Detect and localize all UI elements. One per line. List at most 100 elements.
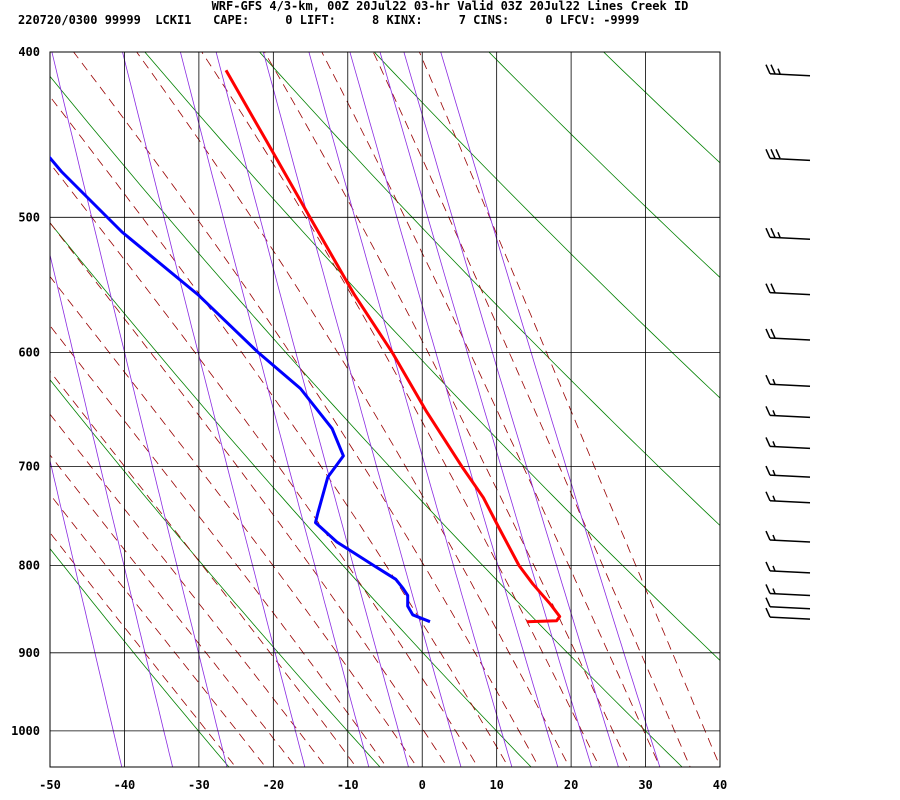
wind-barbs bbox=[765, 64, 811, 620]
x-tick-label: 30 bbox=[638, 778, 652, 792]
wind-barb-flag bbox=[772, 495, 776, 502]
mixing-ratio-line bbox=[50, 253, 174, 767]
wind-barb-staff bbox=[769, 157, 811, 162]
background-lines bbox=[50, 52, 720, 767]
moist-adiabat bbox=[136, 52, 570, 767]
temperature-line bbox=[224, 69, 562, 624]
wind-barb-flag bbox=[772, 378, 776, 385]
dewpoint-line bbox=[50, 155, 431, 624]
wind-barb-flag bbox=[765, 597, 771, 608]
moist-adiabat bbox=[201, 52, 601, 767]
mixing-ratio-line bbox=[179, 52, 370, 767]
wind-barb-flag bbox=[765, 530, 771, 541]
wind-barb bbox=[765, 374, 811, 387]
dry-adiabat bbox=[488, 52, 720, 278]
y-tick-label: 800 bbox=[18, 559, 40, 573]
wind-barb-flag bbox=[770, 227, 776, 238]
wind-barb-staff bbox=[769, 414, 811, 419]
station-indices-line: 220720/0300 99999 LCKI1 CAPE: 0 LIFT: 8 … bbox=[18, 13, 640, 27]
wind-barb-flag bbox=[772, 469, 776, 476]
wind-barb-flag bbox=[765, 227, 771, 238]
wind-barb bbox=[765, 227, 811, 240]
wind-barb-staff bbox=[769, 474, 811, 478]
wind-barb-staff bbox=[769, 72, 811, 77]
wind-barb-flag bbox=[770, 283, 776, 293]
mixing-ratio-line bbox=[349, 52, 559, 767]
wind-barb-flag bbox=[765, 283, 771, 293]
wind-barb-flag bbox=[765, 437, 771, 447]
wind-barb bbox=[765, 64, 811, 77]
wind-barb-flag bbox=[777, 68, 781, 74]
wind-barb-staff bbox=[769, 500, 811, 504]
moist-adiabat bbox=[50, 493, 267, 767]
wind-barb-staff bbox=[769, 605, 811, 610]
dry-adiabat bbox=[144, 52, 720, 661]
dry-adiabat bbox=[258, 52, 720, 527]
wind-barb-flag bbox=[772, 534, 776, 541]
moist-adiabat bbox=[50, 222, 448, 767]
y-tick-label: 500 bbox=[18, 210, 40, 224]
profile-layer bbox=[50, 69, 562, 624]
wind-barb bbox=[765, 491, 811, 504]
mixing-ratio-line bbox=[122, 52, 306, 767]
mixing-ratio-line bbox=[51, 52, 228, 767]
x-tick-label: -20 bbox=[262, 778, 284, 792]
wind-barb-flag bbox=[770, 328, 776, 339]
wind-barb-flag bbox=[765, 406, 771, 416]
x-tick-label: -40 bbox=[114, 778, 136, 792]
wind-barb bbox=[765, 149, 811, 162]
wind-barb-flag bbox=[765, 561, 771, 572]
mixing-ratio-line bbox=[262, 52, 462, 767]
moist-adiabat bbox=[50, 162, 479, 767]
moist-adiabat bbox=[418, 52, 720, 767]
wind-barb-staff bbox=[769, 236, 811, 240]
wind-barb bbox=[765, 607, 811, 620]
wind-barb bbox=[765, 406, 811, 419]
wind-barb-flag bbox=[770, 64, 776, 74]
y-tick-label: 900 bbox=[18, 646, 40, 660]
wind-barb-flag bbox=[765, 64, 771, 74]
x-tick-label: 0 bbox=[419, 778, 426, 792]
moist-adiabat bbox=[372, 52, 691, 767]
wind-barb-flag bbox=[775, 149, 781, 159]
plot-frame bbox=[49, 51, 721, 768]
mixing-ratio-line bbox=[50, 458, 123, 767]
x-tick-label: -30 bbox=[188, 778, 210, 792]
moist-adiabat bbox=[321, 52, 661, 767]
x-tick-label: 40 bbox=[713, 778, 727, 792]
dry-adiabat bbox=[50, 222, 532, 767]
wind-barb bbox=[765, 437, 811, 450]
wind-barb-staff bbox=[769, 445, 811, 450]
wind-barb bbox=[765, 283, 811, 296]
x-tick-label: -50 bbox=[39, 778, 61, 792]
dry-adiabat bbox=[50, 75, 683, 767]
mixing-ratio-line bbox=[215, 52, 409, 767]
mixing-ratio-line bbox=[403, 52, 619, 767]
wind-barb-flag bbox=[765, 607, 771, 618]
wind-barb bbox=[765, 597, 811, 610]
mixing-ratio-line bbox=[379, 52, 592, 767]
wind-barb-staff bbox=[769, 383, 811, 387]
dry-adiabat bbox=[603, 52, 720, 164]
wind-barb-flag bbox=[772, 588, 776, 594]
wind-barb-flag bbox=[772, 565, 776, 572]
wind-barb-flag bbox=[765, 149, 771, 159]
wind-barb-staff bbox=[769, 570, 811, 574]
x-tick-label: 20 bbox=[564, 778, 578, 792]
dry-adiabat bbox=[50, 548, 230, 767]
wind-barb-flag bbox=[772, 410, 776, 416]
moist-adiabat bbox=[50, 95, 509, 767]
moist-adiabat bbox=[73, 52, 540, 767]
wind-barb-flag bbox=[765, 374, 771, 385]
chart-title: WRF-GFS 4/3-km, 00Z 20Jul22 03-hr Valid … bbox=[211, 0, 689, 13]
wind-barb-flag bbox=[777, 231, 781, 238]
moist-adiabat bbox=[50, 370, 357, 767]
mixing-ratio-line bbox=[308, 52, 513, 767]
wind-barb bbox=[765, 561, 811, 574]
y-tick-label: 700 bbox=[18, 460, 40, 474]
y-axis-labels: 400 500 600 700 800 900 1000 bbox=[11, 45, 40, 738]
wind-barb-flag bbox=[765, 584, 771, 594]
moist-adiabat bbox=[50, 413, 327, 767]
y-tick-label: 400 bbox=[18, 45, 40, 59]
wind-barb-staff bbox=[769, 291, 811, 296]
